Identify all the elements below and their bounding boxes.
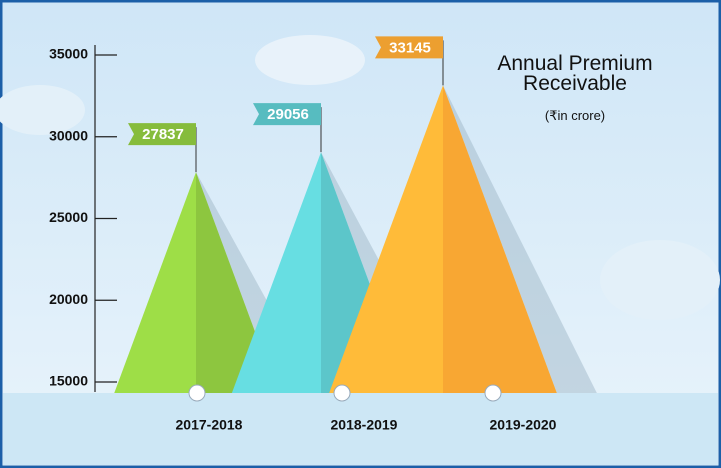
- y-tick-label: 25000: [49, 209, 88, 225]
- y-tick-label: 20000: [49, 291, 88, 307]
- y-tick-label: 30000: [49, 127, 88, 143]
- y-tick-label: 15000: [49, 373, 88, 389]
- chart-subtitle: (₹in crore): [470, 108, 680, 124]
- cloud: [600, 240, 720, 320]
- y-tick-label: 35000: [49, 46, 88, 62]
- chart-title: Annual Premium Receivable: [470, 54, 680, 94]
- value-label: 33145: [389, 39, 431, 56]
- marker-dot: [485, 385, 501, 401]
- chart: 15000 20000 25000 30000 35000 27837 29056 33145…: [0, 0, 721, 468]
- marker-dot: [334, 385, 350, 401]
- value-label: 29056: [267, 106, 309, 123]
- marker-dot: [189, 385, 205, 401]
- cloud: [255, 35, 365, 85]
- value-label: 27837: [142, 126, 184, 143]
- x-tick-label: 2017-2018: [176, 417, 243, 433]
- x-tick-label: 2018-2019: [331, 417, 398, 433]
- x-tick-label: 2019-2020: [490, 417, 557, 433]
